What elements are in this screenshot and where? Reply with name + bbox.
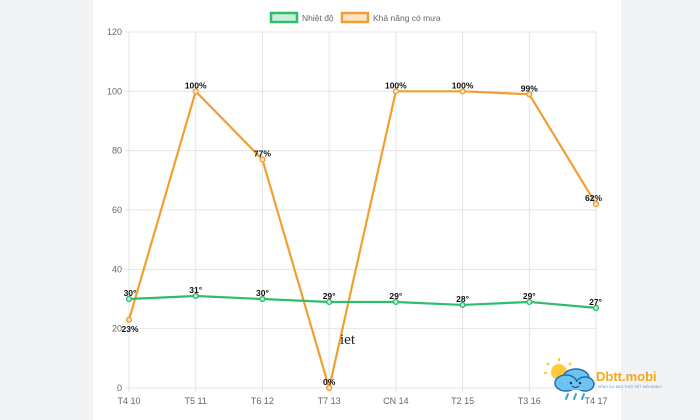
x-tick-label: CN 14 — [383, 396, 409, 406]
y-tick-label: 40 — [112, 264, 122, 274]
rain-chance-point — [192, 88, 199, 95]
rain-chance-data-label: 100% — [185, 80, 207, 90]
sun-cloud-icon — [544, 358, 595, 400]
x-tick-label: T6 12 — [251, 396, 274, 406]
legend-swatch-temperature — [269, 11, 299, 24]
rain-chance-point — [459, 88, 466, 95]
watermark-brand: Dbtt.mobi — [596, 369, 657, 384]
temperature-data-label: 28° — [456, 294, 469, 304]
temperature-point — [526, 298, 533, 306]
legend: Nhiệt độ Khả năng có mưa — [269, 11, 441, 24]
legend-item-rain-chance[interactable]: Khả năng có mưa — [340, 11, 441, 24]
temperature-point — [326, 298, 333, 306]
grid — [125, 31, 597, 392]
temperature-line — [128, 294, 597, 309]
rain-chance-point — [592, 200, 600, 208]
temperature-point — [392, 298, 399, 306]
series-layer — [125, 88, 600, 392]
rain-chance-data-label: 77% — [254, 149, 271, 159]
temperature-point — [192, 292, 199, 300]
y-tick-label: 60 — [112, 205, 122, 215]
legend-item-temperature[interactable]: Nhiệt độ — [269, 11, 334, 24]
rain-chance-data-label: 23% — [121, 324, 138, 334]
rain-chance-point — [392, 88, 399, 95]
x-tick-label: T2 15 — [451, 396, 474, 406]
y-tick-label: 20 — [112, 324, 122, 334]
y-tick-label: 0 — [117, 383, 122, 393]
temperature-data-label: 30° — [124, 288, 137, 298]
temperature-point — [592, 304, 600, 312]
chart-card: Nhiệt độ Khả năng có mưa 0 20 40 60 80 100 120… — [93, 0, 621, 420]
watermark-logo: Dbtt.mobi KÊNH DỰ BÁO THỜI TIẾT MỖI NGÀY… — [544, 358, 662, 400]
rain-chance-data-label: 62% — [585, 193, 602, 203]
temperature-data-label: 29° — [323, 291, 336, 301]
y-tick-label: 80 — [112, 146, 122, 156]
rain-chance-point — [526, 91, 533, 98]
y-tick-label: 100 — [107, 86, 122, 96]
legend-label-temperature: Nhiệt độ — [302, 13, 334, 23]
legend-label-rain-chance: Khả năng có mưa — [373, 13, 441, 23]
x-tick-label: T4 10 — [117, 396, 140, 406]
temperature-data-label: 30° — [256, 288, 269, 298]
temperature-data-label: 31° — [189, 285, 202, 295]
rain-chance-data-label: 100% — [385, 80, 407, 90]
y-axis: 0 20 40 60 80 100 120 — [107, 27, 122, 393]
y-tick-label: 120 — [107, 27, 122, 37]
x-tick-label: T5 11 — [185, 396, 207, 406]
temperature-data-label: 29° — [389, 291, 402, 301]
rain-chance-point — [125, 316, 133, 323]
rain-chance-line — [127, 90, 597, 390]
temperature-point — [459, 301, 466, 309]
rain-chance-point — [259, 156, 266, 163]
rain-chance-data-label: 0% — [323, 377, 336, 387]
temperature-point — [259, 295, 266, 303]
data-labels: 23% 100% 77% 0% 100% 100% 99% 62% 30° 31° 30° 29° 29… — [121, 80, 602, 387]
watermark-tagline: KÊNH DỰ BÁO THỜI TIẾT MỖI NGÀY! — [598, 384, 662, 389]
x-axis: T4 10 T5 11 T6 12 T7 13 CN 14 T2 15 T3 16 T4 17 — [117, 396, 607, 406]
weather-line-chart: Nhiệt độ Khả năng có mưa 0 20 40 60 80 100 120… — [107, 11, 608, 406]
chart-annotation: iet — [340, 332, 356, 348]
x-tick-label: T7 13 — [318, 396, 341, 406]
temperature-data-label: 27° — [589, 297, 602, 307]
x-tick-label: T3 16 — [518, 396, 541, 406]
rain-chance-data-label: 100% — [452, 80, 474, 90]
rain-chance-data-label: 99% — [521, 83, 538, 93]
rain-chance-point — [326, 384, 333, 392]
temperature-point — [125, 295, 133, 303]
temperature-data-label: 29° — [523, 291, 536, 301]
legend-swatch-rain-chance — [340, 11, 370, 24]
x-tick-label: T4 17 — [584, 396, 607, 406]
